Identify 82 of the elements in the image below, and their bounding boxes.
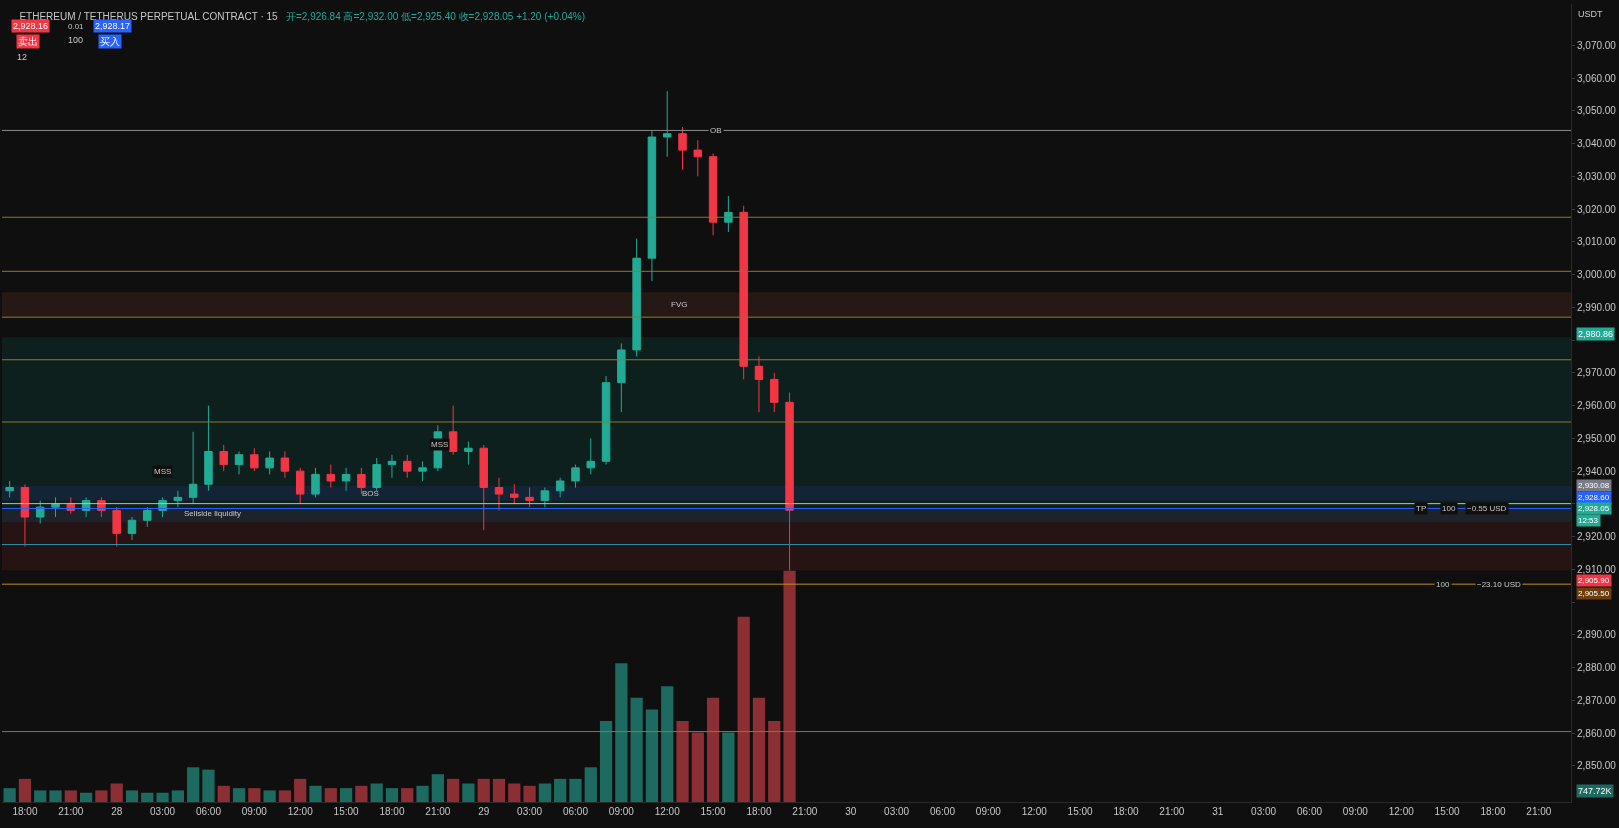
x-tick-label: 21:00 [792, 806, 818, 817]
annotation: BOS [362, 489, 379, 498]
y-tick-label: 2,870.00 [1577, 694, 1617, 706]
annotation: 买入 [100, 36, 120, 47]
text: 2,930.08 [1578, 481, 1610, 490]
x-tick-label: 06:00 [1296, 806, 1323, 817]
x-tick-label: 12:00 [1021, 806, 1048, 817]
y-tick-label: 2,920.00 [1577, 531, 1617, 543]
annotation: 0.01 [68, 22, 85, 31]
annotation: 100 [1442, 504, 1456, 513]
x-tick-label: 15:00 [333, 806, 360, 817]
x-tick-label: 30 [845, 806, 857, 817]
x-tick-label: 03:00 [150, 806, 176, 817]
y-tick-label: 2,950.00 [1577, 432, 1617, 444]
x-tick-label: 09:00 [608, 806, 635, 817]
y-tick-label: 2,890.00 [1577, 629, 1617, 641]
text: 2,980.86 [1578, 329, 1614, 339]
y-tick-label: 2,990.00 [1577, 301, 1617, 313]
annotation: 2,928.16 [13, 21, 49, 31]
x-tick-label: 03:00 [1251, 806, 1277, 817]
text: 2,928.05 [1578, 504, 1610, 513]
annotation: MSS [431, 440, 449, 449]
y-tick-label: 3,070.00 [1577, 39, 1617, 51]
x-tick-label: 03:00 [517, 806, 543, 817]
x-tick-label: 28 [111, 806, 123, 817]
text: 2,928.60 [1578, 493, 1610, 502]
y-tick-label: 3,030.00 [1577, 170, 1617, 182]
x-tick-label: 12:00 [654, 806, 681, 817]
x-tick-label: 21:00 [1159, 806, 1185, 817]
annotation: OB [710, 126, 722, 135]
y-tick-label: 2,850.00 [1577, 760, 1617, 772]
x-tick-label: 06:00 [562, 806, 589, 817]
text: USDT [1578, 9, 1603, 19]
x-tick-label: 15:00 [1434, 806, 1461, 817]
x-tick-label: 03:00 [884, 806, 910, 817]
annotation: −0.55 USD [1467, 504, 1507, 513]
annotation: −23.10 USD [1477, 580, 1522, 589]
x-tick-label: 21:00 [1526, 806, 1552, 817]
y-tick-label: 2,860.00 [1577, 727, 1617, 739]
text: 2,905.50 [1578, 589, 1610, 598]
x-tick-label: 18:00 [379, 806, 405, 817]
x-tick-label: 15:00 [700, 806, 727, 817]
x-tick-label: 18:00 [1480, 806, 1506, 817]
text: 开=2,926.84 高=2,932.00 低=2,925.40 收=2,928.05 +1.20 (+0.04%) [285, 11, 586, 23]
annotation: 12 [17, 52, 28, 62]
x-tick-label: 12:00 [1388, 806, 1415, 817]
annotation: 100 [68, 35, 84, 45]
y-tick-label: 3,040.00 [1577, 138, 1617, 150]
annotation: FVG [671, 300, 688, 309]
y-tick-label: 2,960.00 [1577, 400, 1617, 412]
text: 2,905.90 [1578, 576, 1610, 585]
x-tick-label: 06:00 [929, 806, 956, 817]
x-tick-label: 21:00 [425, 806, 451, 817]
y-tick-label: 3,050.00 [1577, 105, 1617, 117]
annotation: 卖出 [18, 36, 38, 47]
annotation: TP [1416, 504, 1427, 513]
x-tick-label: 18:00 [1113, 806, 1139, 817]
x-tick-label: 06:00 [195, 806, 222, 817]
x-tick-label: 09:00 [241, 806, 268, 817]
text: 12:53 [1578, 516, 1599, 525]
annotation: Sellside liquidity [184, 509, 241, 518]
x-tick-label: 09:00 [1342, 806, 1369, 817]
annotation: 2,928.17 [95, 21, 131, 31]
y-tick-label: 2,880.00 [1577, 662, 1617, 674]
x-tick-label: 09:00 [975, 806, 1002, 817]
x-tick-label: 31 [1212, 806, 1224, 817]
x-tick-label: 12:00 [287, 806, 314, 817]
x-tick-label: 15:00 [1067, 806, 1094, 817]
y-tick-label: 2,910.00 [1577, 563, 1617, 575]
y-tick-label: 3,020.00 [1577, 203, 1617, 215]
x-tick-label: 29 [478, 806, 490, 817]
y-tick-label: 3,010.00 [1577, 236, 1617, 248]
y-tick-label: 3,060.00 [1577, 72, 1617, 84]
x-tick-label: 18:00 [746, 806, 772, 817]
annotation: 100 [1436, 580, 1450, 589]
annotation: MSS [154, 467, 172, 476]
y-tick-label: 2,940.00 [1577, 465, 1617, 477]
y-tick-label: 3,000.00 [1577, 269, 1617, 281]
y-tick-label: 2,970.00 [1577, 367, 1617, 379]
text: 747.72K [1578, 786, 1612, 796]
x-tick-label: 18:00 [12, 806, 38, 817]
x-tick-label: 21:00 [58, 806, 84, 817]
